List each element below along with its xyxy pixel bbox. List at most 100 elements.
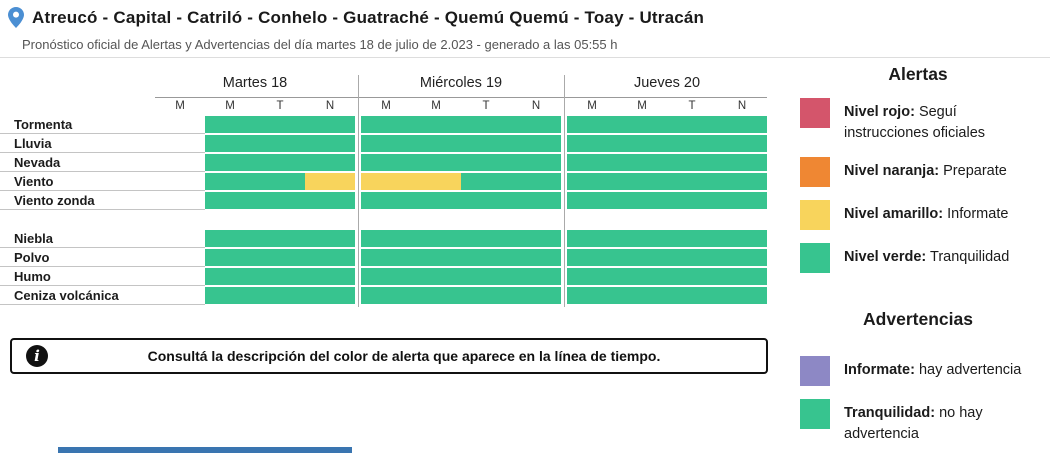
timeline-cell-green[interactable] — [255, 154, 305, 171]
timeline-cell-green[interactable] — [461, 230, 511, 247]
timeline-cell-green[interactable] — [361, 268, 411, 285]
timeline-cell-green[interactable] — [567, 154, 617, 171]
timeline-cell-green[interactable] — [255, 135, 305, 152]
timeline-cell-green[interactable] — [617, 192, 667, 209]
timeline-cell-green[interactable] — [717, 268, 767, 285]
timeline-cell-green[interactable] — [205, 249, 255, 266]
timeline-cell-green[interactable] — [567, 173, 617, 190]
timeline-cell-green[interactable] — [205, 287, 255, 304]
timeline-cell-green[interactable] — [411, 287, 461, 304]
timeline-cell-green[interactable] — [567, 135, 617, 152]
timeline-cell-green[interactable] — [511, 192, 561, 209]
timeline-cell-green[interactable] — [717, 173, 767, 190]
timeline-cell-green[interactable] — [205, 116, 255, 133]
timeline-cell-green[interactable] — [567, 230, 617, 247]
timeline-cell-green[interactable] — [411, 135, 461, 152]
timeline-cell-green[interactable] — [617, 230, 667, 247]
timeline-cell-green[interactable] — [617, 116, 667, 133]
timeline-cell-green[interactable] — [255, 268, 305, 285]
timeline-cell-green[interactable] — [305, 268, 355, 285]
timeline-cell-green[interactable] — [461, 173, 511, 190]
timeline-cell-green[interactable] — [617, 135, 667, 152]
timeline-cell-yellow[interactable] — [361, 173, 411, 190]
timeline-cell-green[interactable] — [667, 135, 717, 152]
timeline-cell-yellow[interactable] — [411, 173, 461, 190]
legend-label-rest: Informate — [947, 206, 1009, 222]
timeline-cell-green[interactable] — [361, 154, 411, 171]
timeline-cell-yellow[interactable] — [305, 173, 355, 190]
timeline-cell-green[interactable] — [667, 268, 717, 285]
timeline-cell-green[interactable] — [361, 249, 411, 266]
timeline-cell-green[interactable] — [567, 268, 617, 285]
timeline-cell-green[interactable] — [511, 230, 561, 247]
timeline-cell-green[interactable] — [717, 249, 767, 266]
timeline-cell-green[interactable] — [255, 192, 305, 209]
timeline-cell-green[interactable] — [411, 154, 461, 171]
timeline-cell-green[interactable] — [667, 249, 717, 266]
timeline-cell-green[interactable] — [461, 192, 511, 209]
timeline-cell-green[interactable] — [255, 249, 305, 266]
timeline-cell-green[interactable] — [411, 116, 461, 133]
timeline-cell-green[interactable] — [511, 135, 561, 152]
timeline-cell-green[interactable] — [205, 135, 255, 152]
timeline-cell-green[interactable] — [411, 192, 461, 209]
timeline-cell-green[interactable] — [305, 287, 355, 304]
timeline-cell-green[interactable] — [617, 154, 667, 171]
timeline-cell-green[interactable] — [667, 192, 717, 209]
timeline-cell-green[interactable] — [567, 192, 617, 209]
timeline-cell-green[interactable] — [411, 268, 461, 285]
timeline-cell-green[interactable] — [361, 192, 411, 209]
timeline-cell-green[interactable] — [617, 173, 667, 190]
timeline-cell-green[interactable] — [617, 287, 667, 304]
timeline-cell-green[interactable] — [461, 135, 511, 152]
timeline-cell-green[interactable] — [717, 192, 767, 209]
timeline-cell-green[interactable] — [205, 230, 255, 247]
timeline-cell-green[interactable] — [667, 173, 717, 190]
timeline-cell-green[interactable] — [717, 135, 767, 152]
timeline-cell-green[interactable] — [667, 116, 717, 133]
timeline-cell-green[interactable] — [461, 268, 511, 285]
timeline-cell-green[interactable] — [667, 230, 717, 247]
timeline-cell-green[interactable] — [511, 173, 561, 190]
timeline-cell-green[interactable] — [305, 230, 355, 247]
timeline-cell-green[interactable] — [255, 230, 305, 247]
timeline-cell-green[interactable] — [461, 116, 511, 133]
timeline-cell-green[interactable] — [461, 249, 511, 266]
timeline-cell-green[interactable] — [717, 230, 767, 247]
timeline-cell-green[interactable] — [511, 154, 561, 171]
timeline-cell-green[interactable] — [511, 249, 561, 266]
timeline-cell-green[interactable] — [305, 116, 355, 133]
timeline-cell-green[interactable] — [717, 287, 767, 304]
timeline-cell-green[interactable] — [361, 135, 411, 152]
timeline-cell-green[interactable] — [617, 249, 667, 266]
timeline-cell-green[interactable] — [511, 287, 561, 304]
timeline-cell-green[interactable] — [361, 116, 411, 133]
timeline-cell-green[interactable] — [461, 154, 511, 171]
timeline-cell-green[interactable] — [305, 192, 355, 209]
timeline-cell-green[interactable] — [617, 268, 667, 285]
timeline-cell-green[interactable] — [511, 116, 561, 133]
timeline-cell-green[interactable] — [305, 249, 355, 266]
timeline-cell-green[interactable] — [205, 154, 255, 171]
timeline-cell-green[interactable] — [411, 249, 461, 266]
timeline-cell-green[interactable] — [255, 116, 305, 133]
timeline-cell-green[interactable] — [567, 249, 617, 266]
timeline-cell-green[interactable] — [205, 173, 255, 190]
timeline-cell-green[interactable] — [717, 154, 767, 171]
timeline-cell-green[interactable] — [205, 192, 255, 209]
timeline-cell-green[interactable] — [361, 287, 411, 304]
timeline-cell-green[interactable] — [667, 154, 717, 171]
timeline-cell-green[interactable] — [461, 287, 511, 304]
timeline-cell-green[interactable] — [567, 287, 617, 304]
timeline-cell-green[interactable] — [255, 173, 305, 190]
timeline-cell-green[interactable] — [205, 268, 255, 285]
timeline-cell-green[interactable] — [567, 116, 617, 133]
timeline-cell-green[interactable] — [305, 135, 355, 152]
timeline-cell-green[interactable] — [667, 287, 717, 304]
timeline-cell-green[interactable] — [255, 287, 305, 304]
timeline-cell-green[interactable] — [411, 230, 461, 247]
timeline-cell-green[interactable] — [717, 116, 767, 133]
timeline-cell-green[interactable] — [511, 268, 561, 285]
timeline-cell-green[interactable] — [361, 230, 411, 247]
timeline-cell-green[interactable] — [305, 154, 355, 171]
